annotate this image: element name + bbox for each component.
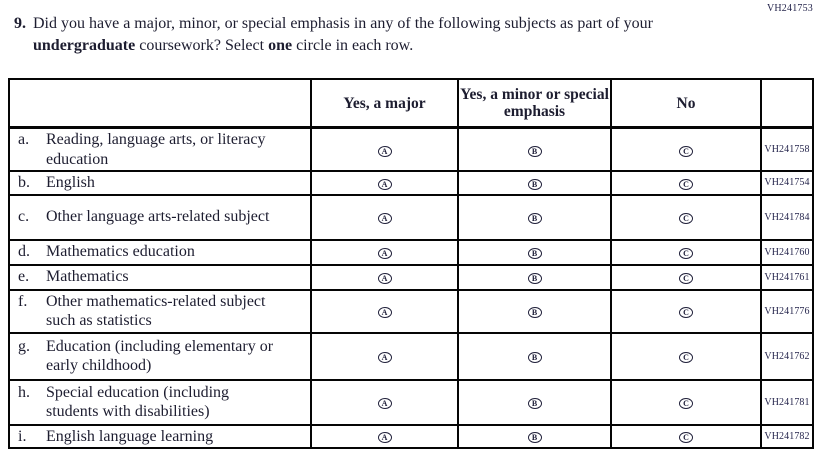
row-letter: h. — [18, 383, 30, 401]
row-letter: a. — [18, 131, 30, 148]
row-letter: b. — [18, 174, 30, 191]
row-subject: Mathematics — [46, 268, 129, 286]
row-code: VH241761 — [760, 263, 814, 291]
option-bubble-b[interactable]: B — [527, 178, 542, 190]
table-row-h: h. Special education (including students … — [8, 378, 814, 426]
option-bubble-b[interactable]: B — [527, 213, 542, 224]
row-letter: e. — [18, 268, 30, 286]
option-bubble-b[interactable]: B — [527, 432, 542, 444]
table-row-b: b. English A B C VH241754 — [8, 170, 814, 196]
option-bubble-c[interactable]: C — [679, 352, 693, 363]
option-bubble-a[interactable]: A — [377, 213, 392, 224]
row-subject: Special education (including students wi… — [46, 383, 230, 421]
table-row-g: g. Education (including elementary or ear… — [8, 331, 814, 381]
option-bubble-c[interactable]: C — [679, 273, 693, 284]
row-letter: f. — [18, 292, 28, 310]
header-no: No — [610, 78, 762, 129]
row-subject: Other mathematics-related subject such a… — [46, 292, 266, 330]
option-bubble-a[interactable]: A — [377, 145, 392, 157]
option-bubble-a[interactable]: A — [377, 307, 392, 318]
option-bubble-a[interactable]: A — [377, 398, 392, 409]
question-text-bold-undergraduate: undergraduate — [33, 37, 136, 54]
row-code: VH241781 — [760, 378, 814, 426]
option-bubble-c[interactable]: C — [679, 213, 693, 224]
row-subject: Other language arts-related subject — [46, 208, 270, 226]
option-bubble-b[interactable]: B — [527, 248, 542, 259]
option-bubble-a[interactable]: A — [377, 273, 392, 284]
table-row-d: d. Mathematics education A B C VH241760 — [8, 238, 814, 266]
row-subject: Mathematics education — [46, 243, 195, 261]
option-bubble-b[interactable]: B — [527, 352, 542, 363]
option-bubble-b[interactable]: B — [527, 273, 542, 284]
option-bubble-c[interactable]: C — [679, 248, 693, 259]
question-text-bold-one: one — [268, 37, 293, 54]
header-yes-major: Yes, a major — [310, 78, 459, 129]
question-text-part3: circle in each row. — [292, 37, 414, 54]
row-subject: English — [46, 174, 95, 191]
option-bubble-c[interactable]: C — [679, 432, 693, 444]
table-row-f: f. Other mathematics-related subject such… — [8, 288, 814, 334]
table-row-c: c. Other language arts-related subject A … — [8, 193, 814, 241]
header-code-blank — [760, 78, 814, 129]
row-code: VH241776 — [760, 288, 814, 334]
header-row: Yes, a major Yes, a minor or special emp… — [8, 78, 814, 129]
question-text-part1: Did you have a major, minor, or special … — [33, 15, 653, 32]
row-code: VH241784 — [760, 193, 814, 241]
row-code: VH241782 — [760, 423, 814, 449]
option-bubble-b[interactable]: B — [527, 398, 542, 409]
row-code: VH241762 — [760, 331, 814, 381]
option-bubble-a[interactable]: A — [377, 432, 392, 444]
option-bubble-b[interactable]: B — [527, 145, 542, 157]
row-code: VH241760 — [760, 238, 814, 266]
question-text-part2: coursework? Select — [135, 37, 269, 54]
row-letter: d. — [18, 243, 30, 261]
table-row-a: a. Reading, language arts, or literacy ed… — [8, 126, 814, 172]
row-letter: i. — [18, 427, 27, 445]
option-bubble-c[interactable]: C — [679, 145, 693, 157]
question-number: 9. — [14, 15, 26, 32]
option-bubble-a[interactable]: A — [377, 178, 392, 190]
option-bubble-a[interactable]: A — [377, 352, 392, 363]
question-block: 9. Did you have a major, minor, or speci… — [14, 13, 673, 57]
page-code: VH241753 — [766, 3, 813, 14]
option-bubble-c[interactable]: C — [679, 307, 693, 318]
option-bubble-b[interactable]: B — [527, 307, 542, 318]
table-row-e: e. Mathematics A B C VH241761 — [8, 263, 814, 291]
row-subject: English language learning — [46, 427, 214, 445]
table-row-i: i. English language learning A B C VH2417… — [8, 423, 814, 449]
header-yes-minor: Yes, a minor or special emphasis — [457, 78, 612, 129]
row-subject: Education (including elementary or early… — [46, 337, 274, 375]
row-code: VH241758 — [760, 126, 814, 172]
option-bubble-c[interactable]: C — [679, 178, 693, 190]
question-text: Did you have a major, minor, or special … — [33, 13, 673, 57]
header-subject-blank — [8, 78, 312, 129]
row-code: VH241754 — [760, 170, 814, 196]
row-letter: g. — [18, 337, 30, 355]
response-grid: Yes, a major Yes, a minor or special emp… — [8, 78, 814, 449]
row-letter: c. — [18, 208, 30, 226]
row-subject: Reading, language arts, or literacy educ… — [46, 131, 266, 168]
option-bubble-c[interactable]: C — [679, 398, 693, 409]
option-bubble-a[interactable]: A — [377, 248, 392, 259]
